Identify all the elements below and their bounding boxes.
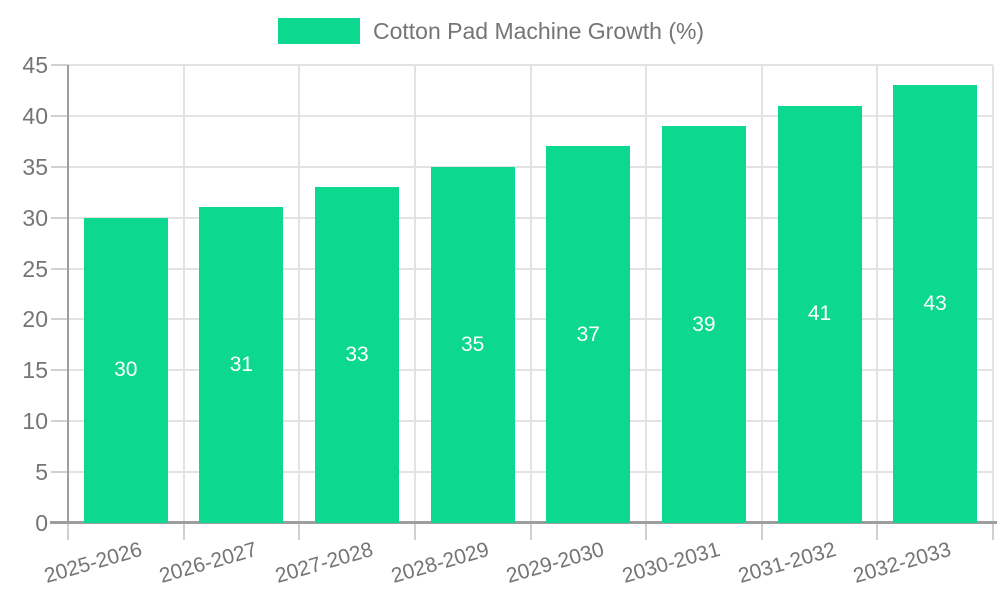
legend-swatch bbox=[278, 18, 360, 44]
x-tick-mark bbox=[645, 523, 648, 540]
y-tick-mark bbox=[51, 369, 68, 372]
bar-value-label: 39 bbox=[692, 312, 716, 336]
y-tick-mark bbox=[51, 267, 68, 270]
y-axis-tick-label: 0 bbox=[35, 510, 48, 536]
bar bbox=[661, 126, 746, 523]
x-tick-mark bbox=[182, 523, 185, 540]
bar-value-label: 37 bbox=[576, 322, 600, 346]
bar bbox=[546, 146, 631, 523]
bar bbox=[199, 207, 284, 523]
y-axis-tick-label: 5 bbox=[35, 459, 48, 486]
x-tick-mark bbox=[876, 523, 879, 540]
y-tick-mark bbox=[51, 318, 68, 321]
x-gridline bbox=[182, 65, 185, 523]
x-tick-mark bbox=[529, 523, 532, 540]
bar bbox=[430, 166, 515, 523]
y-axis-tick-label: 35 bbox=[22, 153, 48, 180]
bar-value-label: 41 bbox=[807, 302, 832, 326]
bar bbox=[893, 85, 978, 523]
x-tick-mark bbox=[298, 523, 301, 540]
legend: Cotton Pad Machine Growth (%) bbox=[278, 17, 704, 45]
x-gridline bbox=[876, 65, 879, 523]
y-axis-tick-label: 30 bbox=[22, 204, 48, 231]
y-axis-tick-label: 20 bbox=[22, 306, 48, 333]
y-axis-tick-label: 10 bbox=[22, 408, 48, 435]
y-axis-line bbox=[67, 65, 69, 523]
y-tick-mark bbox=[51, 64, 68, 66]
bar-value-label: 30 bbox=[114, 358, 138, 382]
bar-value-label: 33 bbox=[345, 343, 369, 367]
x-gridline bbox=[298, 65, 301, 523]
bar-value-label: 43 bbox=[923, 292, 947, 316]
x-axis-line bbox=[50, 521, 997, 524]
y-axis-tick-label: 25 bbox=[22, 255, 48, 282]
x-tick-mark bbox=[760, 523, 763, 540]
y-tick-mark bbox=[51, 216, 68, 219]
bar bbox=[315, 187, 400, 523]
x-tick-mark bbox=[992, 523, 994, 540]
x-tick-mark bbox=[67, 523, 69, 540]
bar-value-label: 35 bbox=[461, 332, 485, 356]
y-axis-tick-label: 15 bbox=[22, 357, 48, 384]
x-gridline bbox=[760, 65, 763, 523]
bar bbox=[777, 105, 862, 523]
x-gridline bbox=[992, 65, 994, 523]
y-tick-mark bbox=[51, 165, 68, 168]
legend-label: Cotton Pad Machine Growth (%) bbox=[373, 18, 705, 44]
x-tick-mark bbox=[413, 523, 416, 540]
y-tick-mark bbox=[51, 420, 68, 423]
x-gridline bbox=[645, 65, 648, 523]
y-tick-mark bbox=[51, 471, 68, 474]
bar-value-label: 31 bbox=[229, 353, 254, 377]
y-axis-tick-label: 45 bbox=[22, 52, 48, 78]
y-axis-tick-label: 40 bbox=[22, 102, 48, 129]
x-gridline bbox=[413, 65, 416, 523]
y-tick-mark bbox=[51, 114, 68, 117]
x-gridline bbox=[529, 65, 532, 523]
bar bbox=[83, 217, 168, 523]
